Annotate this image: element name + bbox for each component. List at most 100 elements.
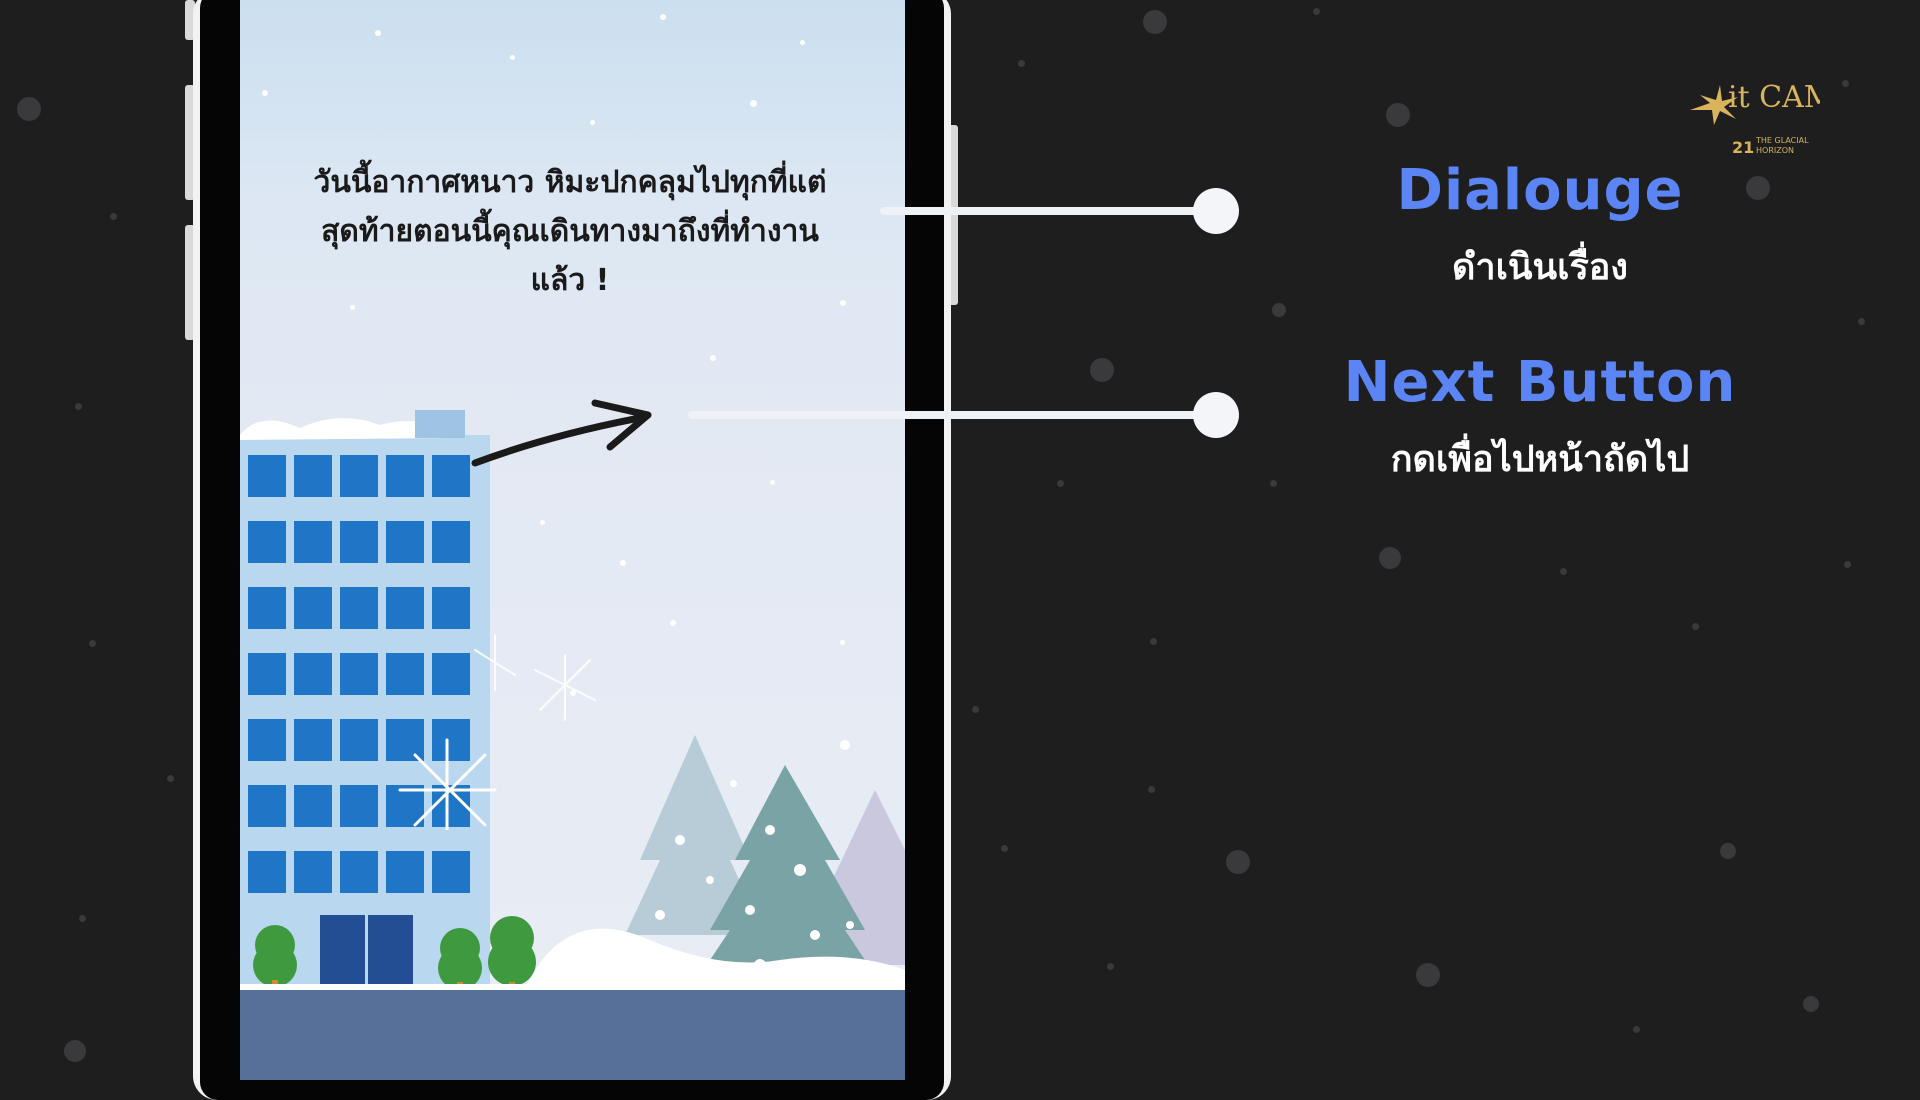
snowflake: [510, 55, 515, 60]
next-button-connector-dot: [1193, 392, 1239, 438]
snowflake: [590, 120, 595, 125]
dialogue-line: สุดท้ายตอนนี้คุณเดินทางมาถึงที่ทำงาน: [321, 214, 819, 249]
building-window: [294, 587, 332, 629]
background-dot: [167, 775, 174, 782]
background-dot: [1272, 303, 1286, 317]
building-window: [340, 851, 378, 893]
snowflake: [840, 740, 850, 750]
phone-side-button: [185, 225, 195, 340]
background-dot: [1018, 60, 1025, 67]
logo-edition: 21: [1732, 138, 1754, 157]
building-window: [248, 455, 286, 497]
background-dot: [1386, 103, 1410, 127]
bushes-illustration: [253, 916, 536, 998]
dialogue-line: วันนี้อากาศหนาว หิมะปกคลุมไปทุกที่แต่: [313, 165, 827, 200]
next-button[interactable]: hand-drawn-arrow-icon: [470, 395, 670, 475]
snowflake: [570, 690, 576, 696]
office-building-illustration: [240, 410, 490, 990]
background-dot: [1150, 638, 1157, 645]
background-dot: [1746, 176, 1770, 200]
background-dot: [1842, 80, 1849, 87]
snowflake: [660, 14, 666, 20]
building-window: [248, 785, 286, 827]
building-window: [294, 719, 332, 761]
snowflake: [730, 780, 737, 787]
building-window: [386, 521, 424, 563]
building-window: [432, 455, 470, 497]
background-dot: [1844, 561, 1851, 568]
background-dot: [110, 213, 117, 220]
phone-side-button: [948, 125, 958, 305]
background-dot: [972, 706, 979, 713]
background-dot: [1270, 480, 1277, 487]
snowflake: [262, 90, 268, 96]
snow-hill: [520, 928, 905, 1000]
dialogue-label-title: Dialouge: [1396, 158, 1684, 223]
building-window: [432, 587, 470, 629]
background-dot: [1057, 480, 1064, 487]
background-dot: [1313, 8, 1320, 15]
building-window: [432, 521, 470, 563]
building-window: [386, 719, 424, 761]
building-window: [294, 521, 332, 563]
phone-side-button: [185, 85, 195, 200]
background-dot: [1379, 547, 1401, 569]
background-dot: [1560, 568, 1567, 575]
dialogue-connector-line: [880, 207, 1220, 215]
next-button-label-title: Next Button: [1343, 350, 1737, 415]
background-dot: [17, 97, 41, 121]
building-window: [294, 455, 332, 497]
road: [240, 990, 905, 1080]
background-dot: [1633, 1026, 1640, 1033]
building-window: [386, 455, 424, 497]
building-window: [248, 719, 286, 761]
building-window: [248, 521, 286, 563]
background-dot: [64, 1040, 86, 1062]
background-dot: [79, 915, 86, 922]
dialogue-connector-dot: [1193, 188, 1239, 234]
building-window: [386, 653, 424, 695]
phone-side-button: [185, 0, 195, 40]
background-dot: [1416, 963, 1440, 987]
dialogue-line: แล้ว !: [530, 263, 610, 298]
building-window: [248, 587, 286, 629]
snowflake: [840, 300, 846, 306]
building-window: [294, 785, 332, 827]
background-dot: [1692, 623, 1699, 630]
building-window: [248, 653, 286, 695]
building-window: [432, 653, 470, 695]
itcamp-logo-icon: it CAMP 21 THE GLACIAL HORIZON: [1690, 80, 1820, 157]
sparkle-decoration: [398, 634, 596, 830]
snowflake: [750, 100, 757, 107]
snowflake: [350, 305, 355, 310]
building-window: [432, 719, 470, 761]
building-window: [386, 587, 424, 629]
background-dot: [1143, 10, 1167, 34]
building-window: [294, 851, 332, 893]
building-window: [340, 653, 378, 695]
background-dot: [1148, 786, 1155, 793]
snowflake: [375, 30, 381, 36]
building-window: [340, 785, 378, 827]
background-dot: [1090, 358, 1114, 382]
background-dot: [1720, 843, 1736, 859]
logo-tagline-line2: HORIZON: [1756, 146, 1794, 155]
building-window: [340, 521, 378, 563]
building-window: [248, 851, 286, 893]
next-button-connector-line: [688, 411, 1218, 419]
sidewalk: [240, 984, 905, 992]
pine-trees-illustration: [625, 735, 905, 990]
building-window: [340, 587, 378, 629]
logo-wordmark: it CAMP: [1728, 80, 1820, 115]
background-dot: [89, 640, 96, 647]
building-window: [432, 851, 470, 893]
dialogue-text: วันนี้อากาศหนาว หิมะปกคลุมไปทุกที่แต่ สุ…: [270, 158, 870, 305]
building-window: [340, 719, 378, 761]
snowflake: [710, 355, 716, 361]
snowflake: [770, 480, 775, 485]
building-window: [340, 455, 378, 497]
snowflake: [670, 620, 676, 626]
background-dot: [1001, 845, 1008, 852]
snowflake: [840, 640, 845, 645]
snowflake: [800, 40, 805, 45]
